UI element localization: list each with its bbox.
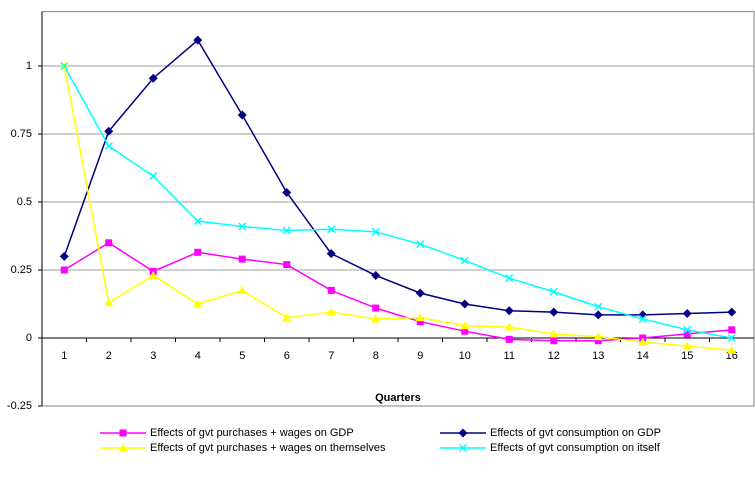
marker bbox=[371, 314, 381, 323]
marker bbox=[594, 337, 602, 345]
marker bbox=[104, 142, 113, 151]
marker bbox=[194, 248, 202, 256]
x-axis-label: Quarters bbox=[375, 392, 421, 404]
marker bbox=[683, 325, 692, 334]
marker bbox=[728, 326, 736, 334]
x-tick-label: 5 bbox=[239, 350, 245, 362]
legend-marker bbox=[458, 443, 468, 453]
marker bbox=[237, 110, 247, 120]
marker bbox=[593, 310, 603, 320]
marker bbox=[505, 274, 514, 283]
marker bbox=[326, 307, 336, 316]
y-tick-label: 0.75 bbox=[11, 128, 32, 140]
x-tick-label: 8 bbox=[373, 350, 379, 362]
plot-frame bbox=[41, 11, 755, 407]
x-tick-label: 14 bbox=[637, 350, 649, 362]
marker bbox=[327, 286, 335, 294]
marker bbox=[682, 309, 692, 319]
marker bbox=[282, 226, 291, 235]
x-tick-label: 7 bbox=[328, 350, 334, 362]
legend-marker bbox=[119, 429, 127, 437]
marker bbox=[549, 287, 558, 296]
marker bbox=[283, 261, 291, 269]
x-tick-label: 10 bbox=[459, 350, 471, 362]
y-tick-label: 0.5 bbox=[17, 196, 32, 208]
marker bbox=[727, 333, 736, 343]
x-tick-label: 4 bbox=[195, 350, 201, 362]
x-tick-label: 12 bbox=[548, 350, 560, 362]
marker bbox=[415, 288, 425, 298]
marker bbox=[105, 239, 113, 247]
marker bbox=[505, 335, 513, 343]
series-line bbox=[63, 39, 732, 316]
marker bbox=[638, 314, 647, 323]
marker bbox=[416, 318, 424, 326]
y-tick-label: 1 bbox=[26, 60, 32, 72]
marker bbox=[682, 341, 692, 350]
series-line bbox=[63, 65, 732, 339]
marker bbox=[193, 217, 202, 226]
x-tick-label: 11 bbox=[504, 350, 515, 362]
marker bbox=[237, 285, 247, 294]
marker bbox=[238, 255, 246, 263]
x-tick-label: 1 bbox=[61, 350, 67, 362]
legend-label: Effects of gvt consumption on itself bbox=[490, 442, 661, 454]
marker bbox=[504, 306, 514, 316]
legend-marker bbox=[118, 443, 128, 452]
marker bbox=[549, 307, 559, 317]
legend-marker bbox=[458, 428, 468, 438]
y-tick-label: -0.25 bbox=[7, 400, 32, 412]
marker bbox=[59, 251, 69, 261]
marker bbox=[326, 249, 336, 259]
x-tick-label: 2 bbox=[106, 350, 112, 362]
marker bbox=[282, 187, 292, 197]
marker bbox=[148, 73, 158, 83]
marker bbox=[104, 126, 114, 136]
marker bbox=[104, 298, 114, 307]
marker bbox=[415, 313, 425, 322]
legend-label: Effects of gvt purchases + wages on GDP bbox=[150, 427, 354, 439]
marker bbox=[372, 304, 380, 312]
marker bbox=[504, 322, 514, 331]
x-tick-label: 13 bbox=[592, 350, 604, 362]
marker bbox=[60, 61, 69, 71]
marker bbox=[193, 299, 203, 308]
series-line bbox=[63, 241, 732, 342]
marker bbox=[550, 337, 558, 345]
x-tick-label: 3 bbox=[150, 350, 156, 362]
legend-label: Effects of gvt purchases + wages on them… bbox=[150, 442, 386, 454]
marker bbox=[416, 240, 425, 249]
marker bbox=[549, 329, 559, 338]
marker bbox=[148, 270, 158, 279]
marker bbox=[461, 327, 469, 335]
marker bbox=[638, 337, 648, 346]
x-tick-label: 9 bbox=[417, 350, 423, 362]
marker bbox=[60, 266, 68, 274]
marker bbox=[371, 227, 380, 236]
marker bbox=[460, 321, 470, 330]
marker bbox=[727, 345, 737, 354]
marker bbox=[460, 256, 469, 265]
marker bbox=[371, 270, 381, 280]
series-line bbox=[63, 65, 732, 351]
legend-label: Effects of gvt consumption on GDP bbox=[490, 427, 661, 439]
marker bbox=[327, 225, 336, 234]
marker bbox=[149, 172, 158, 181]
marker bbox=[460, 299, 470, 309]
marker bbox=[594, 302, 603, 311]
marker bbox=[238, 222, 247, 231]
y-tick-label: 0 bbox=[26, 332, 32, 344]
marker bbox=[282, 313, 292, 322]
marker bbox=[683, 330, 691, 338]
marker bbox=[727, 307, 737, 317]
y-tick-label: 0.25 bbox=[11, 264, 32, 276]
marker bbox=[193, 35, 203, 45]
x-tick-label: 15 bbox=[681, 350, 693, 362]
x-tick-label: 6 bbox=[284, 350, 290, 362]
marker bbox=[593, 332, 603, 341]
